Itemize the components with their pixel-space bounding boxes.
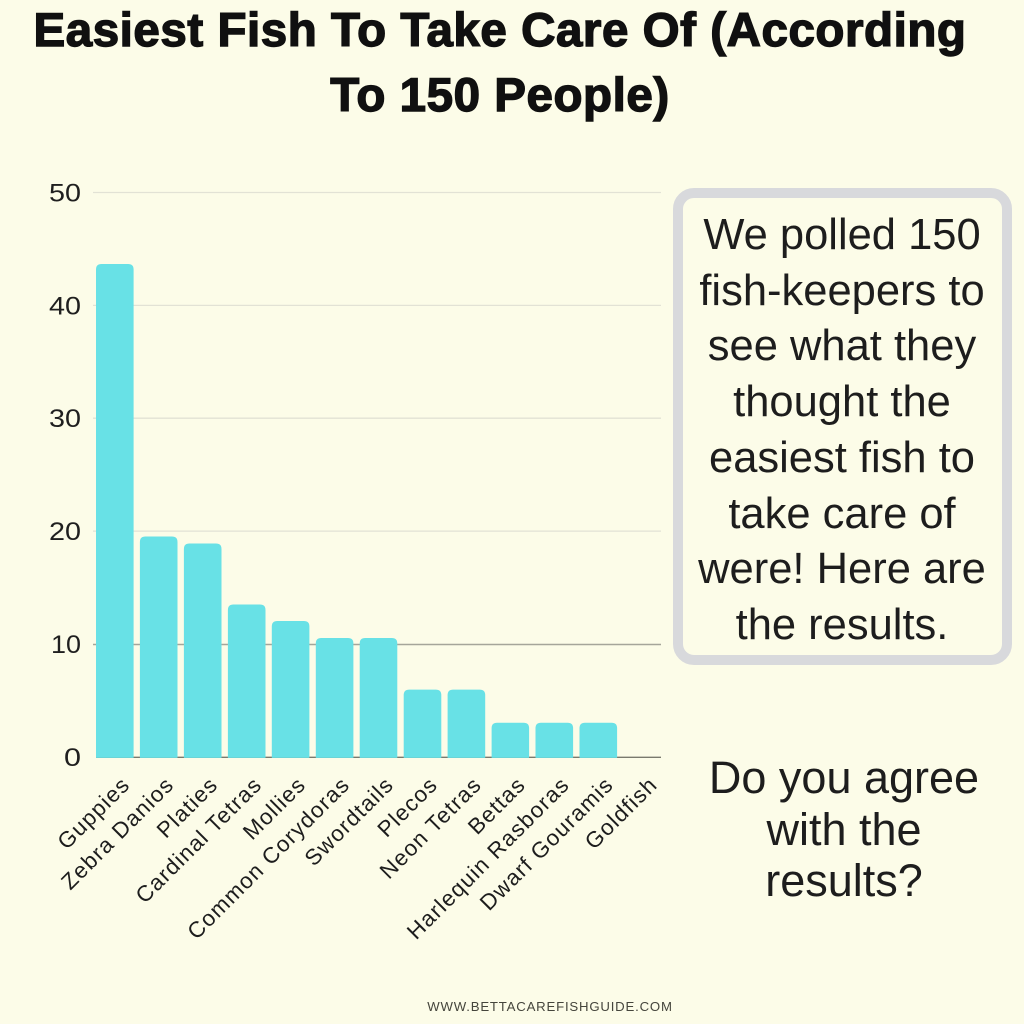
svg-text:10: 10: [51, 631, 81, 659]
svg-text:0: 0: [64, 744, 81, 772]
svg-text:20: 20: [49, 518, 81, 546]
svg-text:30: 30: [49, 405, 81, 433]
svg-text:50: 50: [49, 180, 81, 208]
svg-text:40: 40: [49, 292, 81, 320]
